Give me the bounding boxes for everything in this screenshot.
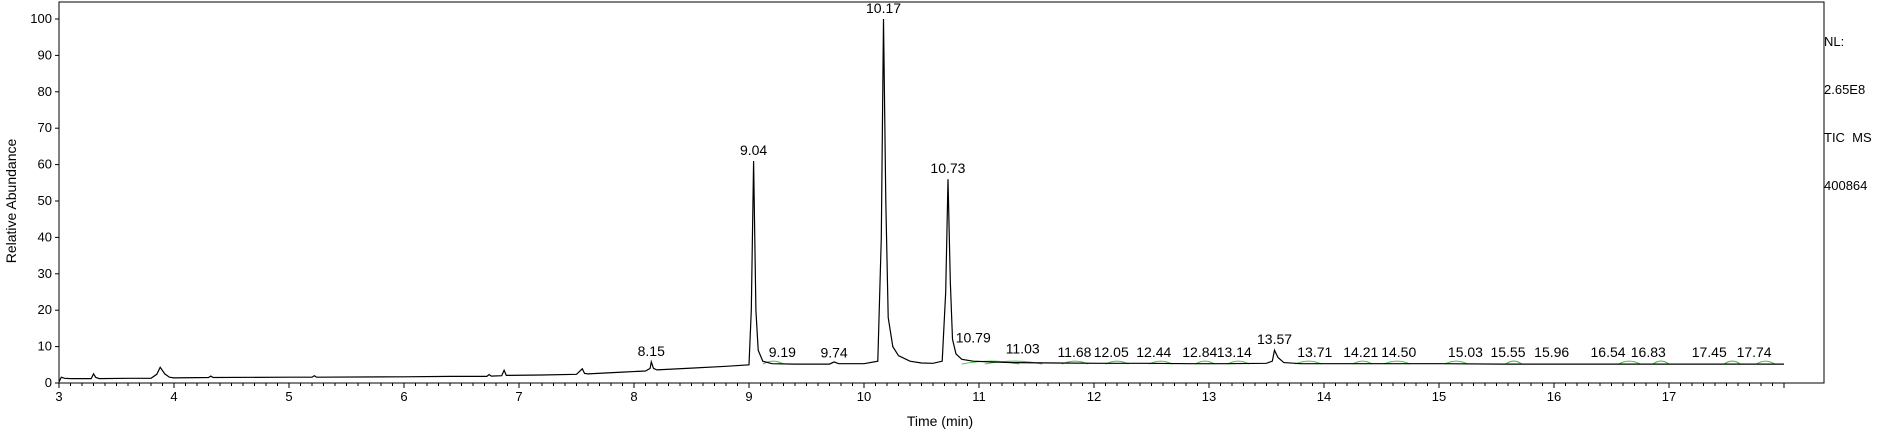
peak-label: 10.79 [956, 329, 991, 345]
peak-label: 12.84 [1182, 344, 1217, 360]
x-tick-label: 17 [1662, 389, 1676, 404]
peak-label: 16.54 [1591, 344, 1626, 360]
peak-labels: 8.15 9.04 9.19 9.74 10.17 10.73 10.79 11.03 11.6… [638, 0, 1772, 360]
x-tick-label: 4 [170, 389, 177, 404]
x-tick-label: 3 [55, 389, 62, 404]
chart-axes [58, 1, 1825, 384]
integration-mark [1723, 360, 1741, 365]
peak-label: 15.55 [1490, 344, 1525, 360]
x-tick-label: 9 [745, 389, 752, 404]
x-tick-label: 7 [515, 389, 522, 404]
x-tick-label: 15 [1432, 389, 1446, 404]
peak-label: 16.83 [1631, 344, 1666, 360]
y-axis-ticks: 0 10 20 30 40 50 60 70 80 90 100 [30, 11, 59, 390]
scan-type: TIC MS [1824, 130, 1872, 145]
peak-label: 12.05 [1094, 344, 1129, 360]
y-tick-label: 80 [38, 84, 52, 99]
peak-label: 17.74 [1737, 344, 1772, 360]
peak-label: 14.50 [1381, 344, 1416, 360]
y-tick-label: 10 [38, 339, 52, 354]
integration-mark [762, 360, 784, 365]
integration-mark [1652, 360, 1670, 365]
peak-label: 13.14 [1217, 344, 1252, 360]
y-tick-label: 90 [38, 47, 52, 62]
x-tick-label: 14 [1317, 389, 1331, 404]
y-tick-label: 60 [38, 157, 52, 172]
integration-mark [1618, 360, 1641, 365]
integration-mark [1505, 360, 1523, 365]
y-tick-label: 50 [38, 193, 52, 208]
x-axis-ticks: 3 4 5 6 7 8 9 10 11 12 13 14 15 16 17 [55, 383, 1785, 404]
peak-label: 15.03 [1448, 344, 1483, 360]
peak-label: 10.73 [930, 160, 965, 176]
x-axis-title: Time (min) [907, 413, 973, 429]
y-tick-label: 40 [38, 229, 52, 244]
peak-label: 13.71 [1297, 344, 1332, 360]
peak-label: 17.45 [1692, 344, 1727, 360]
nl-value: 2.65E8 [1824, 82, 1866, 97]
nl-label: NL: [1824, 34, 1845, 49]
file-id: 400864 [1824, 178, 1868, 193]
peak-label: 9.74 [820, 344, 847, 360]
x-tick-label: 13 [1202, 389, 1216, 404]
plot-frame [58, 1, 1825, 384]
integration-mark [1756, 360, 1776, 365]
peak-label: 8.15 [638, 343, 665, 359]
x-tick-label: 16 [1547, 389, 1561, 404]
peak-label: 13.57 [1257, 331, 1292, 347]
nl-info: NL: 2.65E8 TIC MS 400864 [1824, 2, 1872, 210]
peak-label: 9.04 [740, 142, 767, 158]
x-tick-label: 10 [857, 389, 871, 404]
x-tick-label: 6 [400, 389, 407, 404]
tic-trace-line [58, 18, 1784, 383]
x-tick-label: 11 [972, 389, 986, 404]
y-tick-label: 70 [38, 120, 52, 135]
x-tick-label: 8 [630, 389, 637, 404]
x-tick-label: 12 [1087, 389, 1101, 404]
peak-label: 12.44 [1136, 344, 1171, 360]
y-axis-title: Relative Abundance [3, 139, 19, 264]
peak-label: 11.68 [1057, 344, 1091, 360]
x-tick-label: 5 [285, 389, 292, 404]
y-tick-label: 0 [45, 375, 52, 390]
peak-label: 11.03 [1006, 340, 1040, 356]
peak-label: 10.17 [866, 0, 901, 16]
y-tick-label: 30 [38, 266, 52, 281]
y-tick-label: 20 [38, 302, 52, 317]
y-tick-label: 100 [30, 11, 52, 26]
peak-label: 14.21 [1343, 344, 1378, 360]
peak-label: 15.96 [1534, 344, 1569, 360]
peak-label: 9.19 [769, 344, 796, 360]
